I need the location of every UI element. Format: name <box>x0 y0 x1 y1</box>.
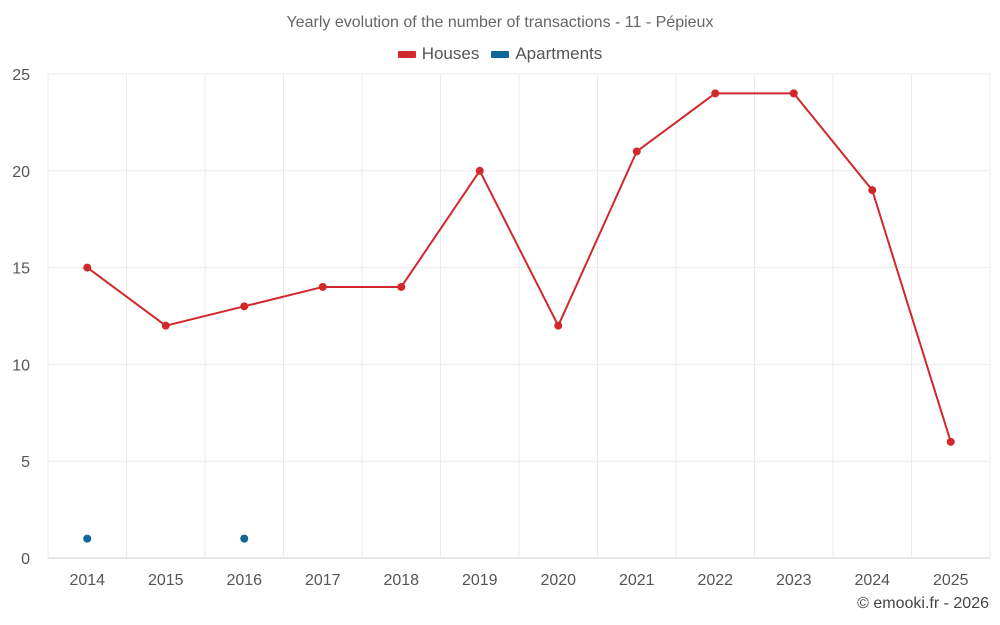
data-point-houses-2014[interactable] <box>83 263 92 272</box>
y-tick-label-25: 25 <box>12 67 30 84</box>
x-tick-label-2021: 2021 <box>619 572 655 589</box>
x-tick-label-2019: 2019 <box>462 572 498 589</box>
data-point-houses-2018[interactable] <box>397 282 406 291</box>
x-tick-label-2018: 2018 <box>383 572 419 589</box>
series-line-houses <box>86 92 952 443</box>
credit-text: © emooki.fr - 2026 <box>857 595 989 612</box>
x-tick-label-2017: 2017 <box>305 572 341 589</box>
data-point-houses-2025[interactable] <box>946 437 955 446</box>
legend-swatch-houses <box>397 50 416 58</box>
data-point-houses-2017[interactable] <box>318 282 327 291</box>
x-tick-label-2016: 2016 <box>226 572 262 589</box>
legend-swatch-apartments <box>491 50 510 58</box>
data-point-houses-2022[interactable] <box>711 89 720 98</box>
x-tick-label-2020: 2020 <box>540 572 576 589</box>
x-tick-label-2014: 2014 <box>69 572 105 589</box>
legend-item-apartments[interactable]: Apartments <box>491 44 602 64</box>
data-point-houses-2016[interactable] <box>240 302 249 311</box>
y-tick-label-20: 20 <box>12 164 30 181</box>
data-point-houses-2021[interactable] <box>632 147 641 156</box>
data-point-apartments-2016[interactable] <box>240 534 249 543</box>
x-tick-label-2025: 2025 <box>933 572 969 589</box>
x-tick-label-2023: 2023 <box>776 572 812 589</box>
x-tick-label-2022: 2022 <box>697 572 733 589</box>
data-point-houses-2023[interactable] <box>789 89 798 98</box>
y-tick-label-5: 5 <box>21 454 30 471</box>
data-point-houses-2020[interactable] <box>554 321 563 330</box>
data-point-houses-2019[interactable] <box>475 166 484 175</box>
legend-item-houses[interactable]: Houses <box>397 44 480 64</box>
legend: Houses Apartments <box>0 44 1000 64</box>
y-tick-label-10: 10 <box>12 357 30 374</box>
y-tick-label-0: 0 <box>21 551 30 568</box>
chart-title: Yearly evolution of the number of transa… <box>286 14 714 31</box>
data-point-apartments-2014[interactable] <box>83 534 92 543</box>
legend-label-apartments: Apartments <box>515 44 603 63</box>
y-tick-label-15: 15 <box>12 261 30 278</box>
data-point-houses-2015[interactable] <box>161 321 170 330</box>
x-tick-label-2015: 2015 <box>148 572 184 589</box>
x-tick-label-2024: 2024 <box>854 572 890 589</box>
legend-label-houses: Houses <box>421 44 480 63</box>
data-point-houses-2024[interactable] <box>868 186 877 195</box>
